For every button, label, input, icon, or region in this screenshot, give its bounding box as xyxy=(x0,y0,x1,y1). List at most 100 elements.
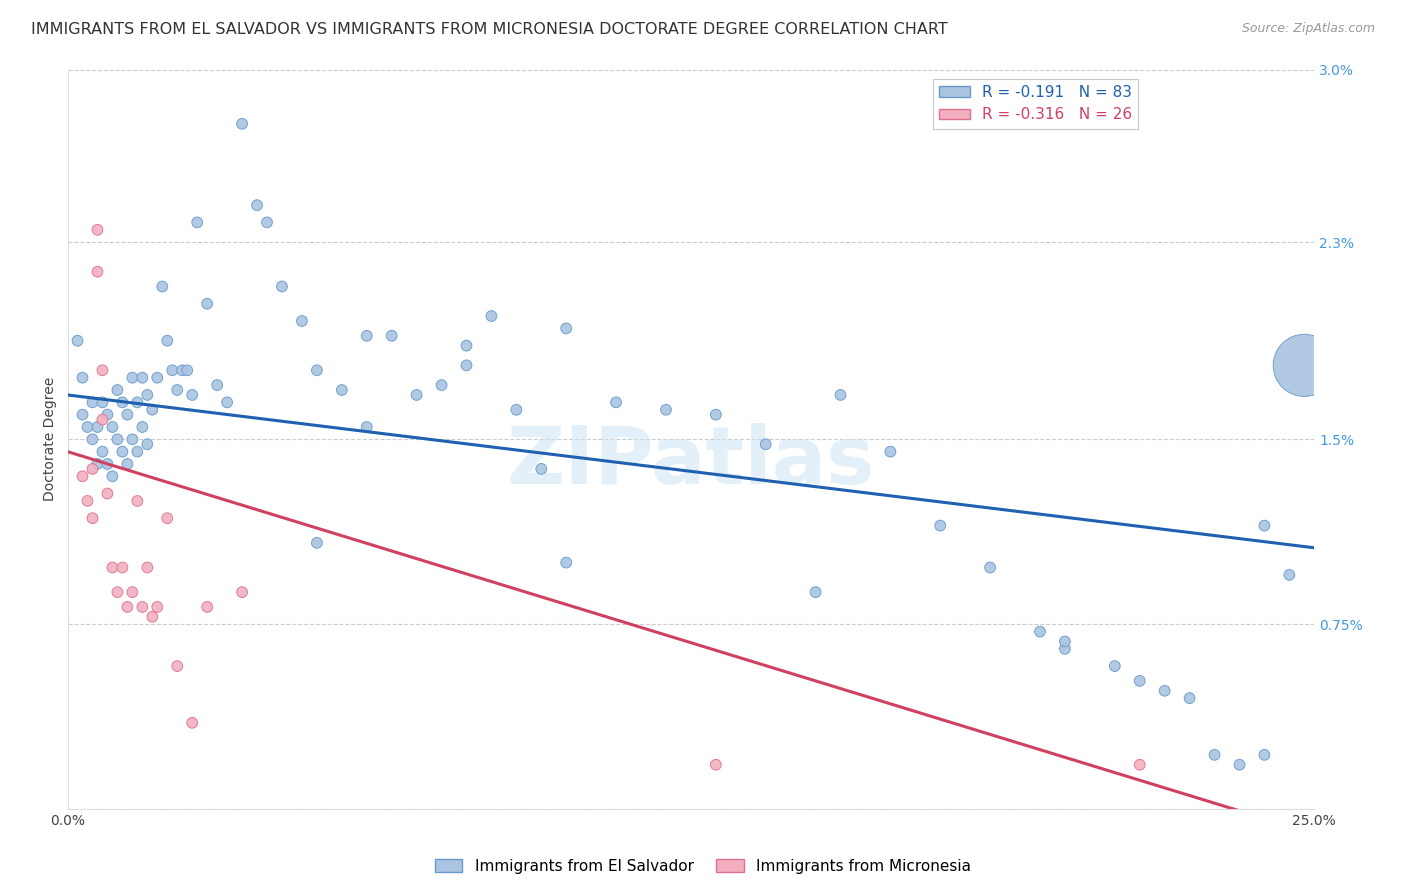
Point xyxy=(96,457,118,471)
Point xyxy=(330,383,353,397)
Point xyxy=(86,420,108,434)
Legend: Immigrants from El Salvador, Immigrants from Micronesia: Immigrants from El Salvador, Immigrants … xyxy=(429,853,977,880)
Point xyxy=(181,388,204,402)
Point xyxy=(111,395,134,409)
Point xyxy=(1253,518,1275,533)
Point xyxy=(162,363,184,377)
Point xyxy=(305,536,328,550)
Point xyxy=(1178,691,1201,706)
Point xyxy=(72,469,94,483)
Point xyxy=(131,420,153,434)
Point xyxy=(195,297,218,311)
Point xyxy=(879,444,901,458)
Point xyxy=(605,395,627,409)
Point xyxy=(979,560,1001,574)
Point xyxy=(1053,634,1076,648)
Point xyxy=(82,462,104,476)
Point xyxy=(82,433,104,447)
Point xyxy=(66,334,89,348)
Point xyxy=(205,378,228,392)
Point xyxy=(86,457,108,471)
Point xyxy=(704,757,727,772)
Point xyxy=(146,599,169,614)
Point xyxy=(96,408,118,422)
Point xyxy=(456,359,478,373)
Point xyxy=(91,412,114,426)
Point xyxy=(111,444,134,458)
Point xyxy=(150,279,173,293)
Point xyxy=(186,215,208,229)
Point xyxy=(166,383,188,397)
Point xyxy=(217,395,239,409)
Point xyxy=(1129,673,1152,688)
Point xyxy=(101,420,124,434)
Point xyxy=(356,328,378,343)
Point xyxy=(107,585,129,599)
Point xyxy=(72,370,94,384)
Point xyxy=(141,402,163,417)
Point xyxy=(121,433,143,447)
Point xyxy=(96,486,118,500)
Point xyxy=(86,265,108,279)
Point xyxy=(91,395,114,409)
Point xyxy=(1153,683,1175,698)
Point xyxy=(655,402,678,417)
Point xyxy=(156,334,179,348)
Point xyxy=(107,433,129,447)
Point xyxy=(181,715,204,730)
Point xyxy=(127,444,149,458)
Point xyxy=(136,388,159,402)
Point xyxy=(121,585,143,599)
Point xyxy=(246,198,269,212)
Point xyxy=(82,511,104,525)
Text: ZIPatlas: ZIPatlas xyxy=(506,423,875,500)
Point xyxy=(117,408,139,422)
Point xyxy=(1129,757,1152,772)
Point xyxy=(121,370,143,384)
Point xyxy=(146,370,169,384)
Point xyxy=(1294,359,1316,373)
Point xyxy=(127,395,149,409)
Point xyxy=(1053,641,1076,656)
Point xyxy=(131,370,153,384)
Point xyxy=(456,338,478,352)
Point xyxy=(1253,747,1275,762)
Point xyxy=(755,437,778,451)
Point xyxy=(481,309,503,323)
Point xyxy=(271,279,294,293)
Point xyxy=(117,457,139,471)
Point xyxy=(830,388,852,402)
Point xyxy=(804,585,827,599)
Text: Source: ZipAtlas.com: Source: ZipAtlas.com xyxy=(1241,22,1375,36)
Point xyxy=(72,408,94,422)
Point xyxy=(91,444,114,458)
Point xyxy=(195,599,218,614)
Point xyxy=(505,402,527,417)
Point xyxy=(131,599,153,614)
Point xyxy=(555,321,578,335)
Point xyxy=(1204,747,1226,762)
Point xyxy=(166,659,188,673)
Point xyxy=(117,599,139,614)
Point xyxy=(86,223,108,237)
Point xyxy=(356,420,378,434)
Point xyxy=(127,494,149,508)
Y-axis label: Doctorate Degree: Doctorate Degree xyxy=(44,377,58,501)
Point xyxy=(136,437,159,451)
Point xyxy=(555,556,578,570)
Point xyxy=(111,560,134,574)
Point xyxy=(172,363,194,377)
Point xyxy=(1278,568,1301,582)
Point xyxy=(381,328,404,343)
Point xyxy=(101,469,124,483)
Point xyxy=(430,378,453,392)
Point xyxy=(107,383,129,397)
Point xyxy=(256,215,278,229)
Point xyxy=(176,363,198,377)
Point xyxy=(1104,659,1126,673)
Point xyxy=(1229,757,1251,772)
Point xyxy=(82,395,104,409)
Point xyxy=(101,560,124,574)
Point xyxy=(291,314,314,328)
Point xyxy=(231,117,253,131)
